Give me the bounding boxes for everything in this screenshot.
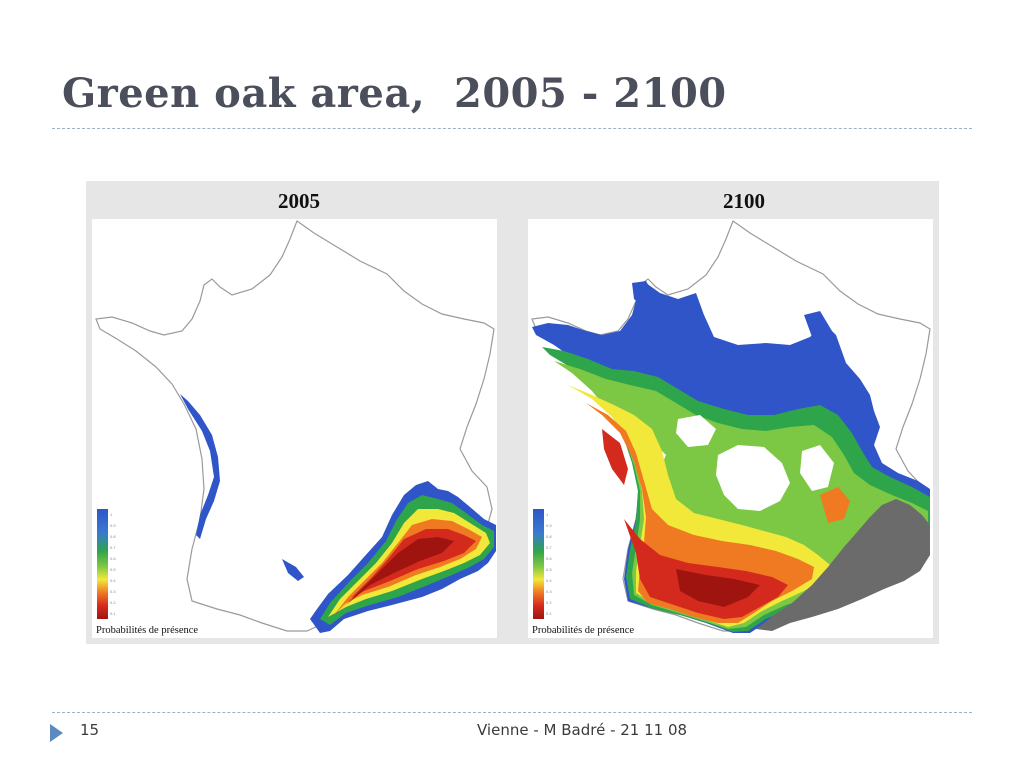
- legend-tick: 0.9: [546, 523, 552, 528]
- legend-tick: 0.6: [546, 556, 552, 561]
- legend-tick: 1: [110, 512, 113, 517]
- legend-tick: 0.3: [546, 589, 552, 594]
- slide-title: Green oak area, 2005 - 2100: [62, 70, 727, 117]
- legend-tick: 0.1: [546, 611, 552, 616]
- legend-color-bar: [97, 509, 108, 619]
- legend-tick: 0.9: [110, 523, 116, 528]
- map-2005-drawing: [95, 220, 496, 633]
- legend-tick: 0.4: [546, 578, 552, 583]
- legend-tick: 0.3: [110, 589, 116, 594]
- legend-tick: 0.2: [110, 600, 116, 605]
- presence-2100: [532, 281, 930, 633]
- map-2005: 1 0.9 0.8 0.7 0.6 0.5 0.4 0.3 0.2 0.1 Pr…: [92, 219, 497, 638]
- title-divider: [52, 128, 972, 129]
- legend-caption-2005: Probabilités de présence: [96, 625, 199, 636]
- map-2005-year-label: 2005: [278, 189, 320, 213]
- legend-tick: 0.2: [546, 600, 552, 605]
- legend-tick: 0.1: [110, 611, 116, 616]
- map-2100-drawing: [531, 220, 931, 633]
- legend-tick: 0.5: [110, 567, 116, 572]
- legend-ticks-2100: 1 0.9 0.8 0.7 0.6 0.5 0.4 0.3 0.2 0.1: [546, 509, 560, 619]
- legend-ticks-2005: 1 0.9 0.8 0.7 0.6 0.5 0.4 0.3 0.2 0.1: [110, 509, 124, 619]
- france-outline: [95, 220, 495, 632]
- legend-tick: 0.8: [546, 534, 552, 539]
- triangle-right-icon: [50, 724, 63, 742]
- legend-tick: 0.7: [110, 545, 116, 550]
- legend-tick: 1: [546, 512, 549, 517]
- legend-color-bar: [533, 509, 544, 619]
- presence-2005: [180, 394, 496, 633]
- legend-tick: 0.8: [110, 534, 116, 539]
- legend-tick: 0.4: [110, 578, 116, 583]
- map-2100: 1 0.9 0.8 0.7 0.6 0.5 0.4 0.3 0.2 0.1 Pr…: [528, 219, 933, 638]
- legend-tick: 0.7: [546, 545, 552, 550]
- slide-footer: Vienne - M Badré - 21 11 08: [477, 721, 688, 739]
- legend-tick: 0.6: [110, 556, 116, 561]
- legend-caption-2100: Probabilités de présence: [532, 625, 635, 636]
- map-2100-year-label: 2100: [723, 189, 765, 213]
- france-outline: [531, 220, 931, 632]
- footer-divider: [52, 712, 972, 713]
- slide-page-number: 15: [80, 721, 100, 739]
- legend-tick: 0.5: [546, 567, 552, 572]
